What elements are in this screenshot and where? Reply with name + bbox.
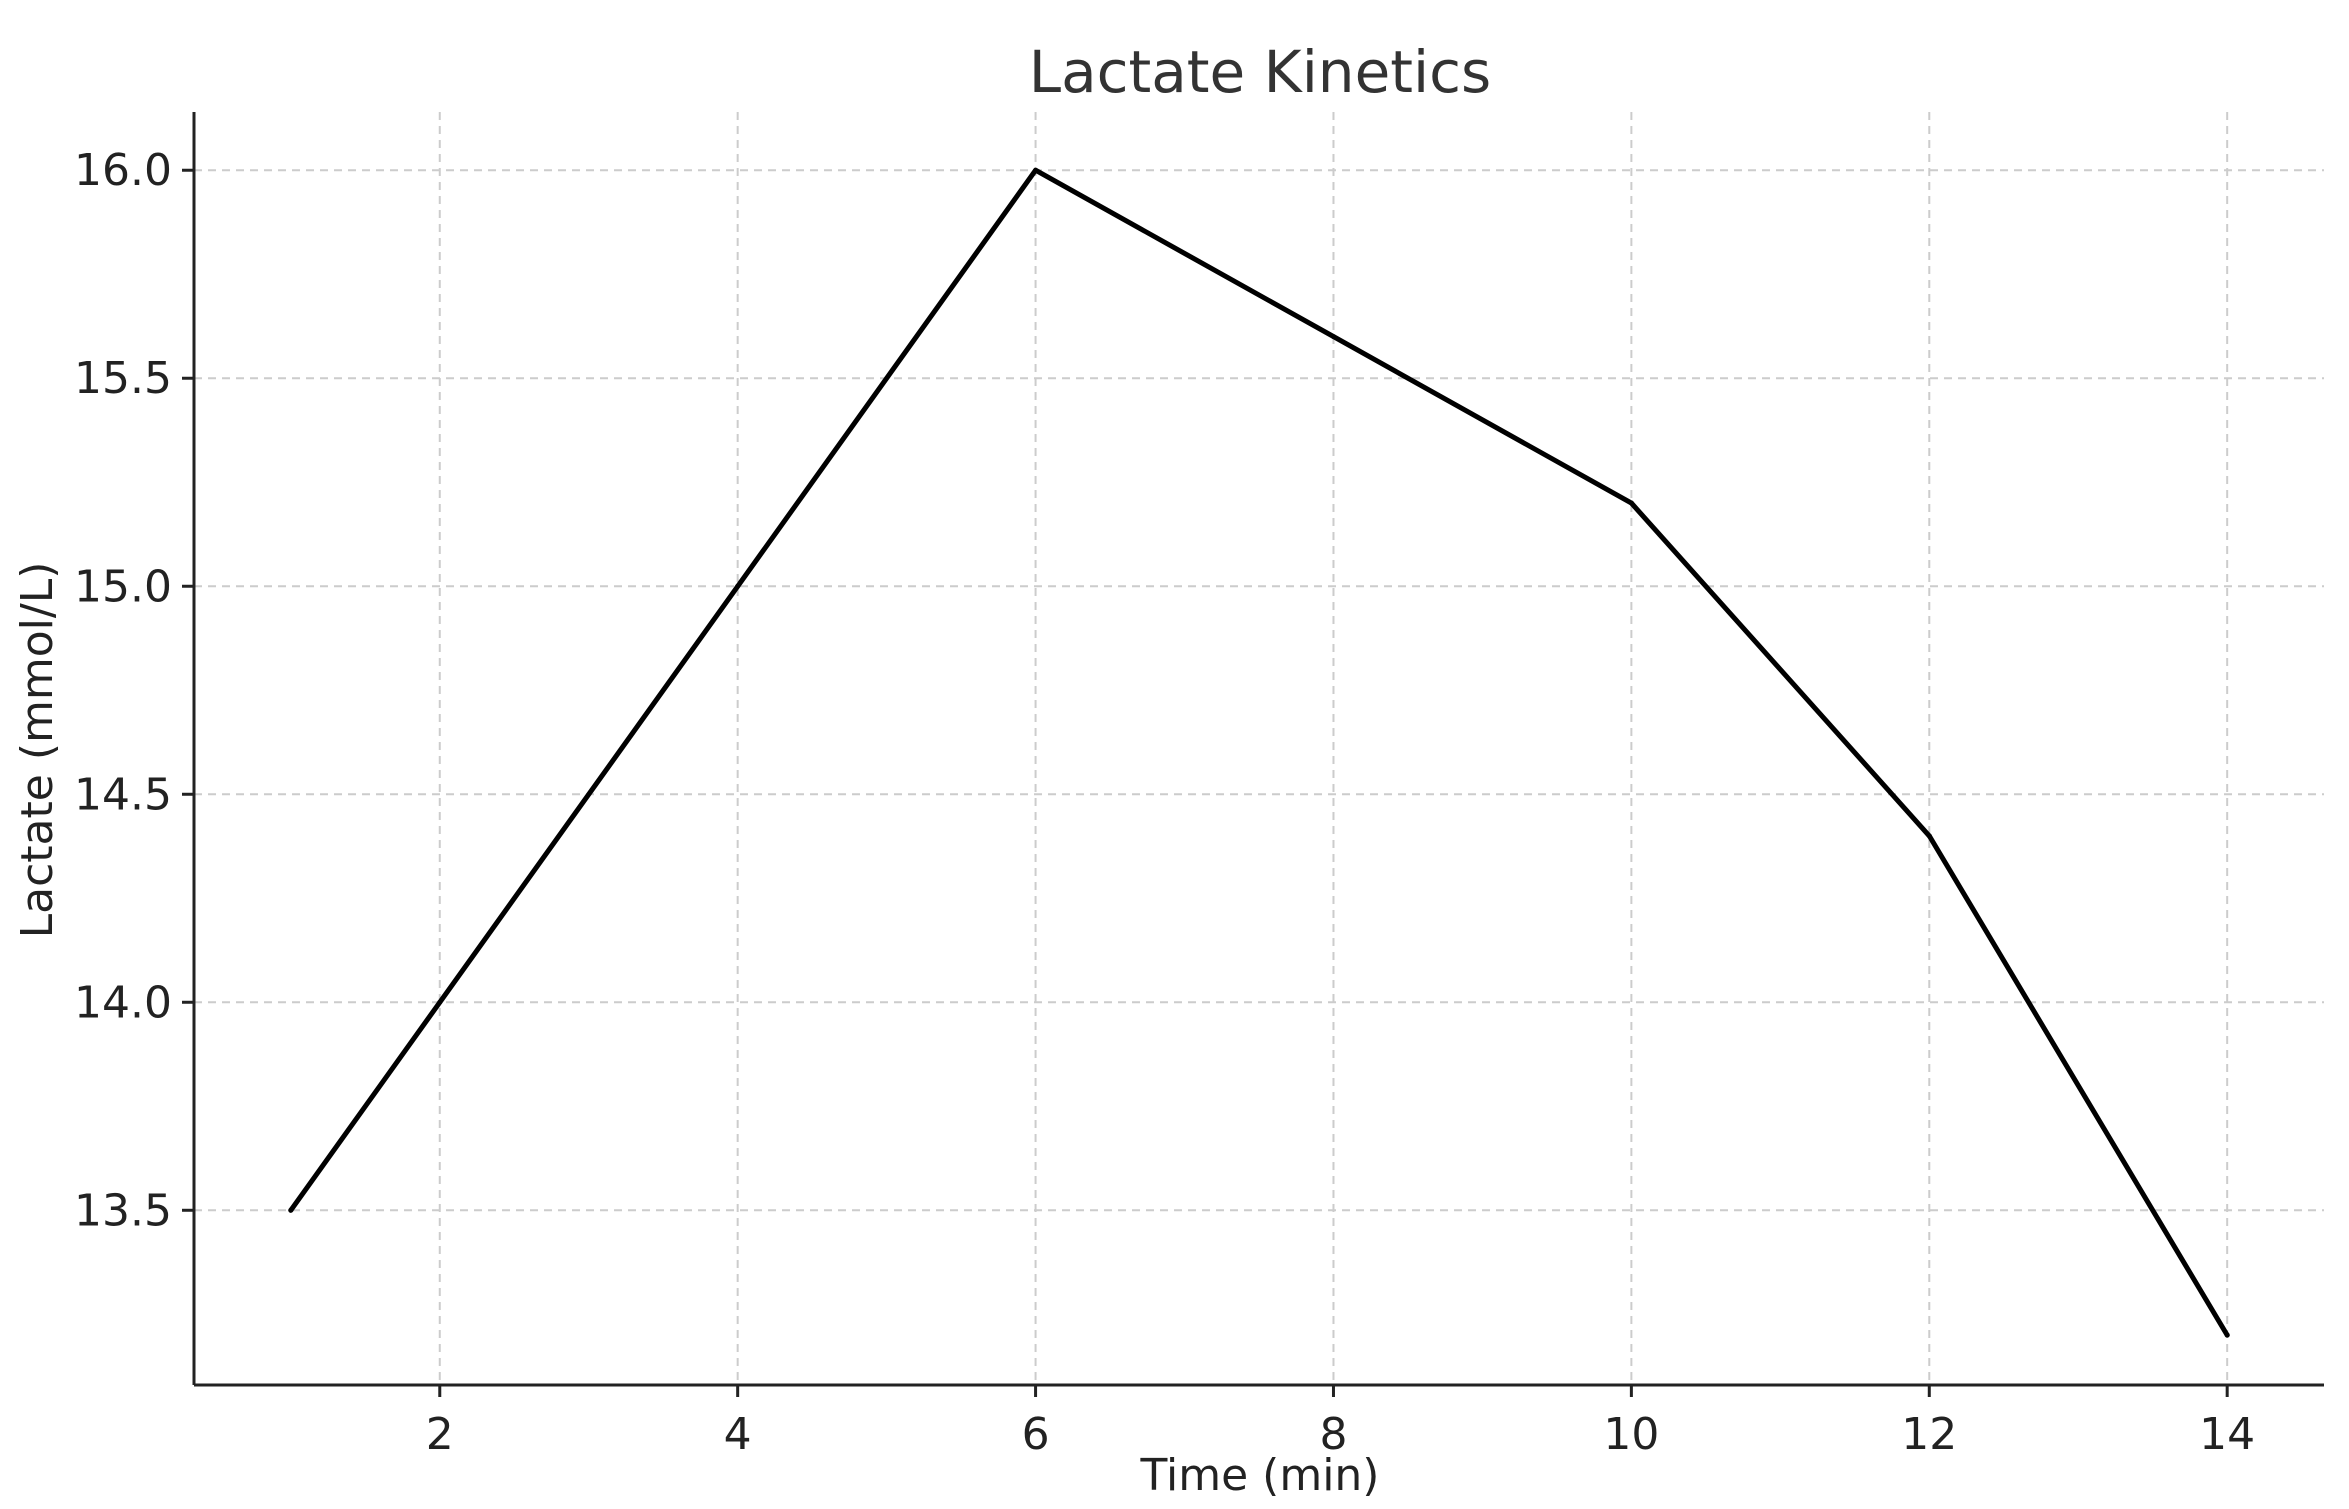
y-tick-label: 13.5	[74, 1185, 172, 1236]
x-tick-label: 2	[426, 1409, 454, 1460]
series-group	[288, 167, 2230, 1338]
data-point	[2224, 1332, 2230, 1338]
data-point	[735, 583, 741, 589]
grid	[194, 112, 2324, 1385]
data-point	[1033, 167, 1039, 173]
x-axis-label: Time (min)	[1140, 1450, 1380, 1501]
chart-title: Lactate Kinetics	[1029, 38, 1491, 106]
x-tick-label: 4	[724, 1409, 752, 1460]
data-point	[1330, 334, 1336, 340]
x-tick-label: 8	[1319, 1409, 1347, 1460]
x-axis-ticks: 2 4 6 8 10 12 14	[426, 1385, 2255, 1460]
data-point	[288, 1207, 294, 1213]
x-tick-label: 10	[1603, 1409, 1659, 1460]
x-tick-label: 14	[2199, 1409, 2255, 1460]
y-tick-label: 16.0	[74, 145, 172, 196]
data-point	[437, 999, 443, 1005]
y-tick-label: 14.5	[74, 769, 172, 820]
x-tick-label: 6	[1022, 1409, 1050, 1460]
y-tick-label: 15.0	[74, 561, 172, 612]
axes	[192, 112, 2324, 1387]
y-tick-label: 15.5	[74, 353, 172, 404]
y-axis-label: Lactate (mmol/L)	[12, 562, 63, 939]
x-tick-label: 12	[1901, 1409, 1957, 1460]
data-point	[1926, 833, 1932, 839]
y-axis-ticks: 13.5 14.0 14.5 15.0 15.5 16.0	[74, 145, 194, 1236]
data-point	[1628, 500, 1634, 506]
series-line	[288, 167, 2230, 1338]
y-tick-label: 14.0	[74, 977, 172, 1028]
